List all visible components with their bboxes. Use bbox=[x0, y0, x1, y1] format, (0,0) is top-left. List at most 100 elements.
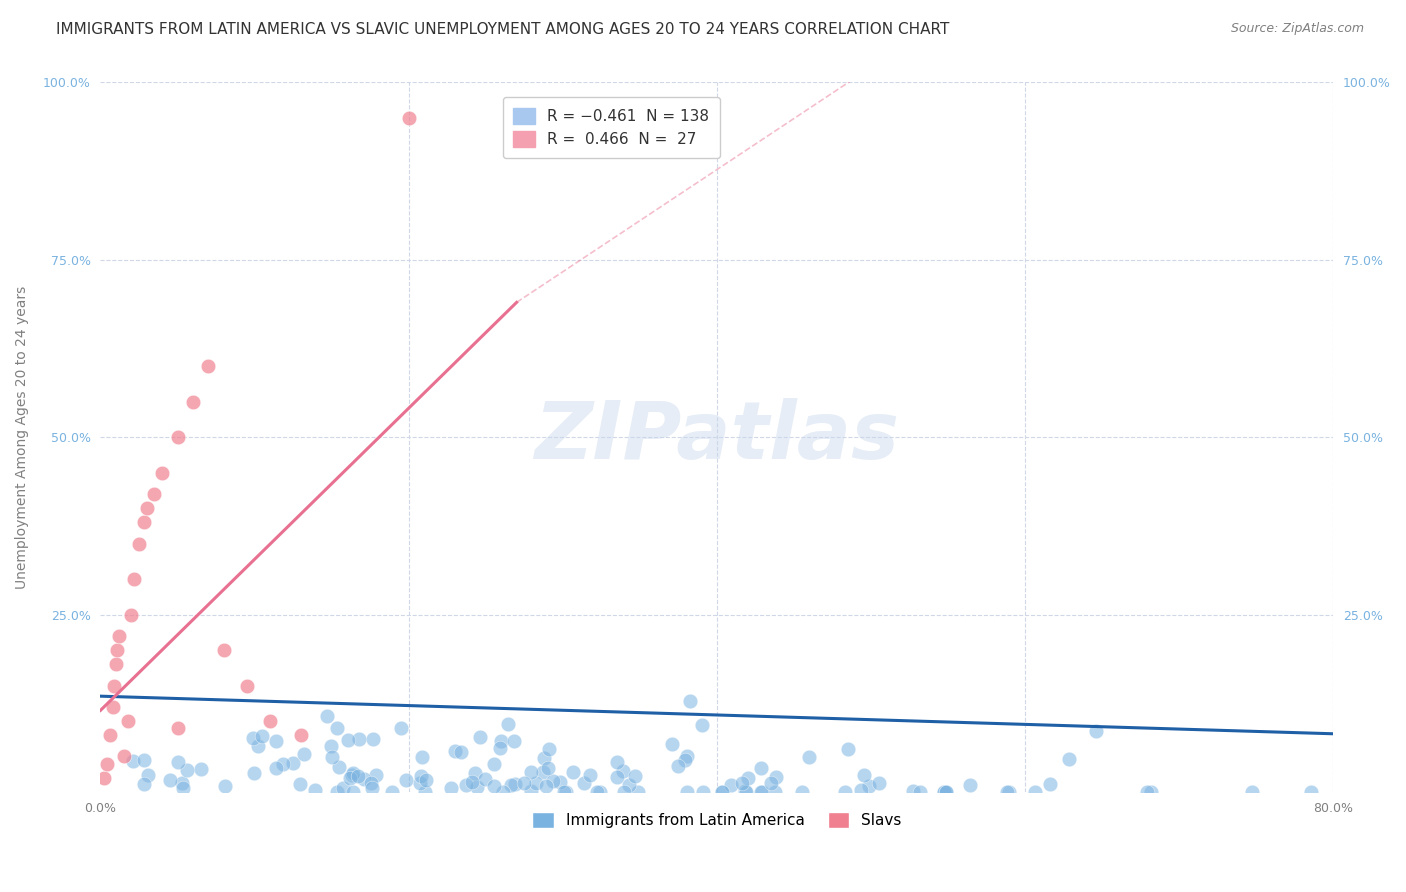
Point bbox=[252, 729, 274, 743]
Point bbox=[666, 759, 689, 773]
Point bbox=[503, 777, 526, 791]
Point bbox=[531, 765, 554, 780]
Point bbox=[347, 769, 370, 783]
Point bbox=[117, 714, 139, 728]
Point bbox=[502, 734, 524, 748]
Point bbox=[675, 785, 697, 799]
Point bbox=[737, 772, 759, 786]
Point bbox=[496, 717, 519, 731]
Point bbox=[853, 768, 876, 782]
Point bbox=[482, 779, 505, 793]
Point bbox=[720, 778, 742, 792]
Point bbox=[339, 771, 361, 785]
Point bbox=[474, 772, 496, 786]
Point bbox=[122, 754, 145, 768]
Point bbox=[264, 761, 287, 775]
Point bbox=[537, 761, 560, 775]
Point bbox=[136, 768, 159, 782]
Point bbox=[1024, 785, 1046, 799]
Point bbox=[290, 728, 312, 742]
Point bbox=[332, 780, 354, 795]
Point bbox=[484, 757, 506, 772]
Point bbox=[491, 734, 513, 748]
Point bbox=[408, 775, 430, 789]
Point bbox=[337, 733, 360, 747]
Point bbox=[858, 779, 880, 793]
Point bbox=[624, 769, 647, 783]
Point bbox=[321, 739, 343, 754]
Point bbox=[465, 780, 488, 794]
Point bbox=[1136, 785, 1159, 799]
Point bbox=[661, 737, 683, 751]
Point bbox=[1140, 785, 1163, 799]
Point bbox=[606, 755, 628, 769]
Point bbox=[676, 749, 699, 764]
Point bbox=[612, 764, 634, 778]
Point bbox=[247, 739, 270, 753]
Point bbox=[236, 679, 259, 693]
Point bbox=[751, 785, 773, 799]
Point bbox=[292, 747, 315, 762]
Point bbox=[998, 785, 1021, 799]
Point bbox=[304, 782, 326, 797]
Point bbox=[176, 763, 198, 777]
Point bbox=[524, 776, 547, 790]
Point bbox=[197, 359, 219, 374]
Point bbox=[450, 745, 472, 759]
Point bbox=[364, 768, 387, 782]
Point bbox=[553, 785, 575, 799]
Point bbox=[499, 778, 522, 792]
Point bbox=[166, 721, 188, 735]
Point bbox=[550, 775, 572, 789]
Point bbox=[96, 756, 118, 771]
Point bbox=[360, 776, 382, 790]
Text: ZIPatlas: ZIPatlas bbox=[534, 398, 900, 476]
Point bbox=[281, 756, 304, 770]
Point bbox=[325, 721, 347, 735]
Point bbox=[409, 768, 432, 782]
Point bbox=[735, 785, 758, 799]
Point bbox=[749, 761, 772, 775]
Point bbox=[533, 751, 555, 765]
Point bbox=[505, 96, 527, 111]
Point bbox=[619, 778, 641, 792]
Point bbox=[107, 643, 129, 657]
Point bbox=[541, 774, 564, 789]
Point bbox=[579, 768, 602, 782]
Point bbox=[731, 776, 754, 790]
Point bbox=[761, 776, 783, 790]
Point bbox=[361, 731, 384, 746]
Point bbox=[124, 572, 146, 586]
Point bbox=[212, 643, 235, 657]
Point bbox=[538, 742, 561, 756]
Point bbox=[468, 730, 491, 744]
Point bbox=[132, 753, 155, 767]
Point bbox=[851, 783, 873, 797]
Point bbox=[837, 742, 859, 756]
Point bbox=[613, 785, 636, 799]
Point bbox=[1039, 777, 1062, 791]
Point bbox=[132, 516, 155, 530]
Point bbox=[710, 785, 733, 799]
Point bbox=[381, 785, 404, 799]
Point bbox=[128, 536, 150, 550]
Point bbox=[673, 753, 696, 767]
Point bbox=[395, 773, 418, 788]
Point bbox=[1059, 752, 1081, 766]
Point bbox=[170, 775, 193, 789]
Point bbox=[710, 785, 733, 799]
Point bbox=[415, 773, 437, 788]
Point bbox=[353, 772, 375, 786]
Point bbox=[104, 657, 127, 672]
Point bbox=[555, 785, 578, 799]
Point bbox=[411, 750, 433, 764]
Point bbox=[932, 785, 955, 799]
Point bbox=[132, 777, 155, 791]
Point bbox=[112, 749, 135, 764]
Point bbox=[790, 785, 813, 799]
Point bbox=[690, 718, 713, 732]
Point bbox=[1085, 724, 1108, 739]
Point bbox=[586, 785, 609, 799]
Point bbox=[190, 762, 212, 776]
Point bbox=[492, 785, 515, 799]
